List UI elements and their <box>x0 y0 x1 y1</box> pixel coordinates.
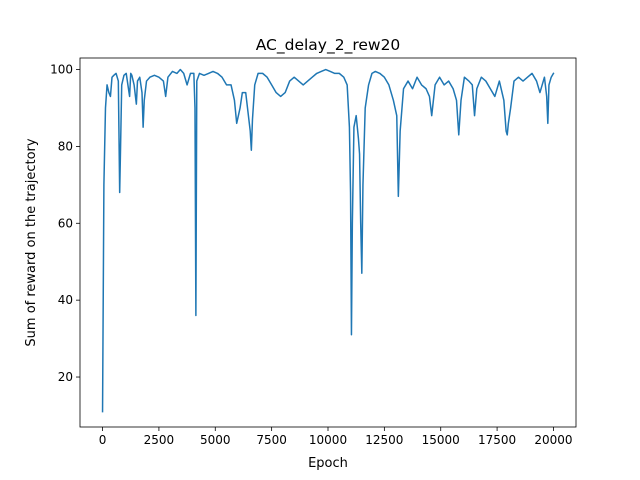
x-tick-label: 10000 <box>309 433 347 447</box>
x-axis-label: Epoch <box>308 456 348 471</box>
plot-area <box>101 68 555 413</box>
x-tick-label: 15000 <box>422 433 460 447</box>
y-tick-label: 100 <box>50 63 73 77</box>
y-axis-ticks: 20 40 60 80 100 <box>50 63 80 384</box>
x-axis-ticks: 0 2500 5000 7500 10000 12500 15000 17500 20000 <box>99 427 573 447</box>
x-tick-label: 20000 <box>534 433 572 447</box>
y-tick-label: 20 <box>58 370 73 384</box>
y-axis-label: Sum of reward on the trajectory <box>24 138 39 346</box>
y-tick-label: 40 <box>58 293 73 307</box>
x-tick-label: 17500 <box>478 433 516 447</box>
x-tick-label: 2500 <box>144 433 175 447</box>
x-tick-label: 5000 <box>200 433 231 447</box>
x-tick-label: 12500 <box>365 433 403 447</box>
series-line <box>101 68 555 413</box>
x-tick-label: 0 <box>99 433 107 447</box>
y-tick-label: 80 <box>58 139 73 153</box>
chart-title: AC_delay_2_rew20 <box>256 36 401 55</box>
y-tick-label: 60 <box>58 216 73 230</box>
x-tick-label: 7500 <box>256 433 287 447</box>
